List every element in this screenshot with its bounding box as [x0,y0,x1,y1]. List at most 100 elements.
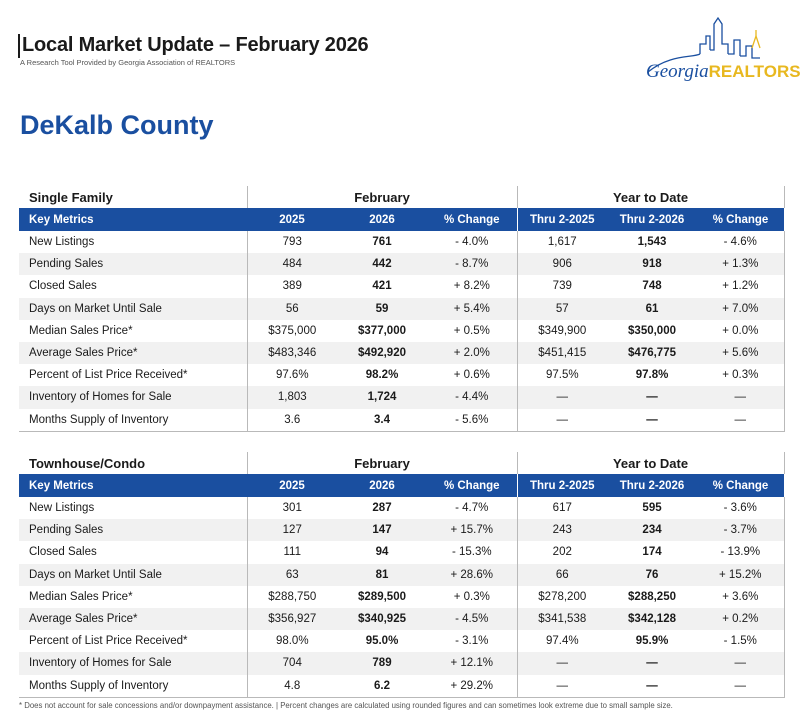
ytd-2026-value: 174 [642,546,662,559]
section-title: Townhouse/Condo [29,455,146,471]
table-row: Months Supply of Inventory 4.8 6.2 + 29.2% —… [19,674,785,698]
city-skyline-icon [647,16,761,73]
ytd-2026-value: 748 [642,280,662,293]
ytd-pct-change: — [697,408,785,432]
ytd-pct-change: - 1.5% [697,630,785,653]
metric-label: Inventory of Homes for Sale [19,386,247,409]
logo-realtors-text: REALTORS [708,62,801,81]
table-row: Days on Market Until Sale 63 81 + 28.6% 66 76… [19,563,785,586]
february-group-header: February [246,186,518,208]
ytd-2025-value: 243 [516,519,608,542]
ytd-2025-value: $451,415 [516,341,608,365]
ytd-2025-value: $341,538 [516,607,608,631]
ytd-pct-change: — [697,652,785,675]
feb-2025-value: $483,346 [246,341,337,365]
page-title: Local Market Update – February 2026 [22,34,369,56]
ytd-pct-change: - 4.6% [697,231,785,254]
ytd-group-header: Year to Date [516,186,785,208]
ytd-2025-value: 906 [516,253,608,276]
feb-pct-change: + 0.6% [453,369,490,382]
metric-label: Months Supply of Inventory [19,408,247,432]
ytd-2025-value: $349,900 [516,319,608,342]
table-row: Pending Sales 127 147 + 15.7% 243 234- 3.7% [19,519,785,542]
metric-label: New Listings [29,502,95,515]
col-2025-header: 2025 [247,208,337,231]
feb-pct-change: - 4.0% [455,236,489,249]
footnote: * Does not account for sale concessions … [19,701,673,710]
ytd-2025-value: $278,200 [516,585,608,608]
feb-2025-value: 793 [246,231,337,254]
february-group-header: February [246,452,518,474]
ytd-2026-value: 97.8% [635,369,669,382]
col-thru-2025-header: Thru 2-2025 [516,474,608,497]
ytd-pct-change: — [697,386,785,409]
feb-2026-value: 94 [375,546,389,559]
col-pct-change-header: % Change [427,208,518,231]
metric-label: Average Sales Price* [19,341,247,365]
ytd-pct-change: + 3.6% [697,585,785,608]
ytd-pct-change: + 0.2% [697,607,785,631]
ytd-pct-change: - 3.7% [697,519,785,542]
table-row: Months Supply of Inventory 3.6 3.4- 5.6% — —… [19,408,785,432]
ytd-pct-change: - 13.9% [697,541,785,564]
ytd-2025-value: — [516,408,608,432]
feb-pct-change: + 15.7% [427,519,518,542]
feb-2025-value: 111 [246,541,337,564]
feb-pct-change: + 28.6% [427,563,518,586]
feb-2026-value: $340,925 [337,607,427,631]
ytd-pct-change: + 7.0% [697,297,785,320]
feb-2026-value: 147 [337,519,427,542]
feb-2025-value: 97.6% [246,364,337,387]
ytd-2026-value: $350,000 [628,324,676,337]
title-accent-bar [18,34,20,58]
metric-label: Percent of List Price Received* [29,635,188,648]
ytd-2025-value: — [516,652,608,675]
feb-2025-value: 484 [246,253,337,276]
ytd-2026-value: 95.9% [635,635,669,648]
feb-2026-value: 442 [337,253,427,276]
feb-pct-change: + 5.4% [427,297,518,320]
ytd-2026-value: 76 [607,563,698,586]
ytd-2025-value: — [516,386,608,409]
logo-georgia-text: Georgia [646,61,709,82]
table-row: Percent of List Price Received* 98.0% 95.0… [19,630,785,653]
ytd-2026-value: 234 [607,519,698,542]
ytd-2026-value: $342,128 [607,607,698,631]
ytd-2025-value: 97.5% [516,364,608,387]
feb-pct-change: + 0.3% [453,590,490,603]
col-thru-2026-header: Thru 2-2026 [607,474,698,497]
feb-2026-value: 287 [372,502,392,515]
ytd-2026-value: — [607,652,698,675]
key-metrics-header: Key Metrics [19,208,247,231]
feb-pct-change: + 29.2% [427,674,518,698]
table-row: Days on Market Until Sale 56 59 + 5.4% 57 61 +… [19,297,785,320]
feb-2025-value: 704 [246,652,337,675]
feb-2025-value: 389 [246,275,337,298]
ytd-2025-value: 97.4% [516,630,608,653]
table-row: Inventory of Homes for Sale 1,803 1,724- 4… [19,386,785,409]
table-row: Closed Sales 389 421 + 8.2% 739 748 + 1.2% [19,275,785,298]
feb-2026-value: 789 [337,652,427,675]
metric-label: Average Sales Price* [19,607,247,631]
metric-label: Days on Market Until Sale [19,563,247,586]
feb-2026-value: 1,724 [337,386,427,409]
feb-2025-value: 3.6 [246,408,337,432]
col-thru-2025-header: Thru 2-2025 [516,208,608,231]
table-row: Average Sales Price* $483,346 $492,920 + 2.… [19,341,785,365]
metric-label: Pending Sales [19,253,247,276]
page-subtitle: A Research Tool Provided by Georgia Asso… [20,58,236,67]
ytd-2025-value: 739 [516,275,608,298]
feb-2026-value: $289,500 [358,590,406,603]
metric-label: Inventory of Homes for Sale [19,652,247,675]
feb-2025-value: $356,927 [246,607,337,631]
table-row: Median Sales Price* $288,750 $289,500 + 0.3… [19,585,785,608]
feb-2025-value: $288,750 [246,585,337,608]
feb-pct-change: - 3.1% [455,635,489,648]
ytd-pct-change: + 0.3% [697,364,785,387]
ytd-pct-change: + 0.0% [697,319,785,342]
table-row: Pending Sales 484 442- 8.7% 906 918 + 1.3% [19,253,785,276]
feb-2026-value: 81 [337,563,427,586]
metric-label: Percent of List Price Received* [29,369,188,382]
ytd-2026-value: 918 [607,253,698,276]
ytd-2026-value: 1,543 [637,236,667,249]
